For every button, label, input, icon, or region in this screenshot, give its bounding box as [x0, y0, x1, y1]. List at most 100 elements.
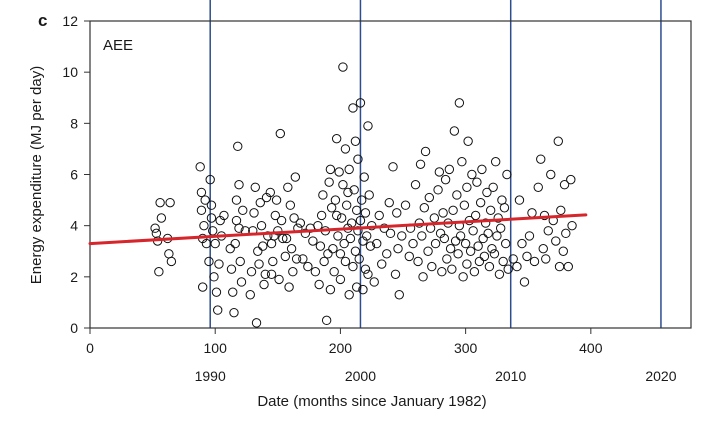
- data-point: [440, 174, 451, 185]
- data-point: [285, 200, 296, 210]
- data-point: [503, 264, 513, 274]
- data-point: [249, 208, 259, 218]
- data-point: [397, 231, 407, 241]
- data-point: [459, 200, 470, 210]
- data-point: [234, 223, 244, 233]
- data-point: [453, 249, 463, 259]
- data-point: [278, 233, 288, 244]
- data-point: [280, 251, 291, 262]
- data-point: [200, 195, 210, 205]
- data-point: [274, 274, 284, 285]
- data-point: [439, 233, 450, 244]
- data-point: [314, 279, 324, 290]
- data-point: [288, 267, 298, 277]
- data-point: [214, 259, 224, 269]
- x-tick-label: 300: [454, 340, 478, 356]
- y-tick-label: 4: [70, 218, 78, 234]
- data-point: [236, 277, 247, 287]
- data-point: [341, 200, 352, 210]
- data-point: [475, 197, 486, 208]
- data-point: [469, 267, 480, 277]
- data-point: [470, 210, 481, 221]
- data-point: [473, 241, 483, 251]
- data-point: [362, 231, 372, 241]
- panel-label: c: [38, 11, 47, 30]
- x-tick-label: 400: [579, 340, 603, 356]
- data-point: [536, 154, 546, 164]
- data-point: [430, 238, 441, 249]
- data-point: [360, 208, 371, 218]
- data-point: [323, 249, 333, 259]
- data-point: [263, 231, 273, 241]
- data-point: [448, 205, 458, 216]
- data-point: [345, 233, 356, 244]
- data-point: [343, 187, 353, 198]
- data-point: [522, 251, 532, 262]
- data-point: [484, 261, 495, 272]
- y-tick-label: 6: [70, 167, 78, 183]
- data-point: [204, 256, 214, 267]
- data-point: [488, 182, 498, 192]
- x-axis-title: Date (months since January 1982): [257, 393, 486, 410]
- data-point: [290, 172, 301, 182]
- data-point: [335, 249, 346, 259]
- data-point: [228, 287, 238, 297]
- data-point: [196, 187, 207, 198]
- data-point: [364, 190, 374, 200]
- data-point: [350, 246, 361, 256]
- data-point: [517, 238, 527, 249]
- data-point: [437, 267, 447, 277]
- data-point: [256, 220, 267, 231]
- data-point: [165, 197, 175, 208]
- data-point: [551, 236, 561, 246]
- data-point: [463, 136, 473, 146]
- y-tick-label: 0: [70, 320, 78, 336]
- axes: 1990 2000 2010 2020 0 100 200 300 400 0 2 4 6 8 10 12: [62, 13, 676, 384]
- data-point: [166, 256, 177, 267]
- data-point: [234, 180, 244, 190]
- data-point: [567, 220, 577, 231]
- data-point: [353, 154, 363, 164]
- data-point: [462, 259, 472, 269]
- data-point: [474, 256, 485, 267]
- data-point: [384, 197, 394, 208]
- data-point: [235, 256, 245, 267]
- data-point: [420, 146, 431, 157]
- data-point: [527, 208, 537, 218]
- data-point: [365, 241, 376, 251]
- data-point: [308, 236, 318, 246]
- data-point: [454, 98, 465, 108]
- trend-line-group: [88, 213, 588, 246]
- data-point: [477, 164, 487, 175]
- data-point: [385, 228, 396, 239]
- y-tick-label: 12: [62, 13, 78, 29]
- year-tick-label: 1990: [195, 368, 226, 384]
- data-point: [268, 256, 278, 267]
- data-point: [457, 157, 467, 167]
- data-point: [360, 264, 371, 274]
- data-point: [529, 256, 540, 267]
- data-point: [418, 272, 428, 282]
- data-point: [434, 167, 445, 177]
- data-point: [283, 182, 293, 192]
- data-point: [495, 223, 506, 233]
- data-point: [465, 246, 476, 256]
- data-point: [255, 197, 265, 208]
- year-tick-label: 2000: [345, 368, 376, 384]
- data-point: [205, 174, 215, 185]
- data-point: [333, 231, 343, 241]
- data-point: [354, 254, 364, 264]
- data-point: [340, 256, 351, 267]
- data-point: [559, 180, 570, 190]
- data-point: [196, 205, 207, 216]
- data-point: [266, 238, 277, 249]
- data-point: [338, 62, 348, 72]
- data-point: [164, 249, 174, 259]
- data-point: [494, 269, 505, 279]
- data-point: [156, 213, 167, 223]
- data-point: [447, 264, 457, 274]
- data-point: [404, 251, 414, 262]
- data-point: [499, 203, 510, 213]
- data-point: [328, 243, 338, 254]
- data-point: [393, 243, 403, 254]
